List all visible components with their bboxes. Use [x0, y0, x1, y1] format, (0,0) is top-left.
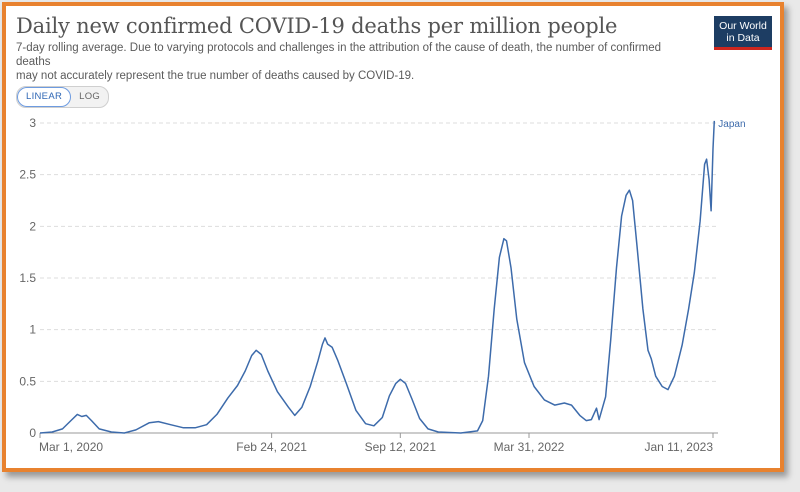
x-axis: Mar 1, 2020 Feb 24, 2021 Sep 12, 2021 Mar 3… — [39, 432, 718, 454]
y-tick-label: 0 — [29, 426, 36, 440]
y-tick-label: 0.5 — [19, 374, 36, 388]
x-tick-label: Mar 31, 2022 — [494, 440, 565, 454]
x-tick-label: Sep 12, 2021 — [365, 440, 437, 454]
series-line-japan[interactable] — [39, 120, 716, 434]
log-scale-button[interactable]: LOG — [79, 91, 101, 102]
x-tick-label: Jan 11, 2023 — [644, 440, 713, 454]
logo-line-2: in Data — [726, 32, 760, 44]
y-tick-label: 1.5 — [19, 271, 36, 285]
y-tick-label: 2.5 — [19, 168, 36, 182]
series-label-japan[interactable]: Japan — [718, 119, 745, 130]
scale-toggle: LINEAR LOG — [16, 86, 110, 108]
x-tick-label: Mar 1, 2020 — [39, 440, 103, 454]
x-tick-label: Feb 24, 2021 — [236, 440, 307, 454]
y-tick-label: 1 — [29, 323, 36, 337]
linear-scale-button[interactable]: LINEAR — [17, 87, 72, 107]
series-group: Japan — [39, 119, 746, 434]
y-tick-label: 3 — [29, 116, 36, 130]
chart-title: Daily new confirmed COVID-19 deaths per … — [16, 14, 618, 38]
subtitle-line-2: may not accurately represent the true nu… — [16, 70, 415, 82]
y-tick-label: 2 — [29, 219, 36, 233]
logo-line-1: Our World — [719, 20, 767, 32]
y-axis: 0 0.5 1 1.5 2 2.5 3 — [19, 116, 36, 440]
owid-logo[interactable]: Our World in Data — [714, 16, 772, 50]
chart-card — [2, 2, 784, 472]
chart-subtitle: 7-day rolling average. Due to varying pr… — [16, 41, 696, 83]
subtitle-line-1: 7-day rolling average. Due to varying pr… — [16, 42, 662, 68]
